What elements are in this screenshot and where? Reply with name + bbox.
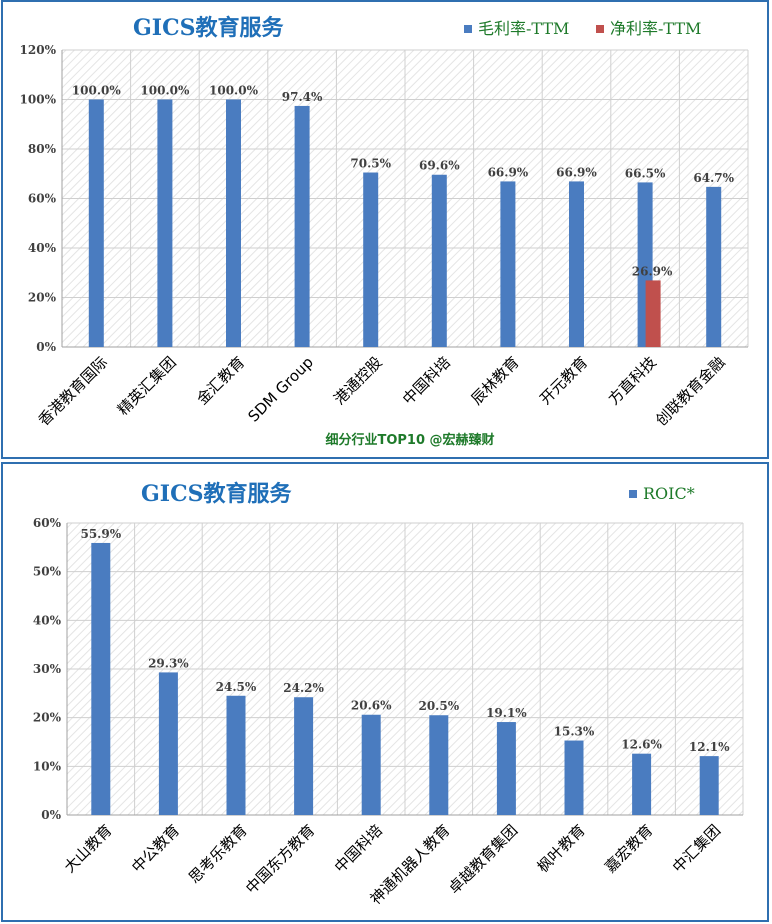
- bar: [363, 172, 379, 347]
- bar: [706, 186, 722, 347]
- bar: [226, 99, 241, 347]
- bar: [158, 672, 178, 815]
- bar: [569, 181, 584, 347]
- bar: [429, 715, 449, 815]
- legend-swatch: [464, 25, 472, 33]
- y-tick-label: 60%: [33, 516, 62, 530]
- data-label: 12.1%: [689, 740, 730, 754]
- category-label: 大山教育: [60, 821, 115, 876]
- data-label: 69.6%: [419, 159, 460, 173]
- roic-chart: 0% 10% 20% 30% 40% 50% 60% 55.9% 29.3% 24.5% 24.2%…: [33, 481, 744, 908]
- chart-panel-margins: 0% 20% 40% 60% 80% 100% 120% 100.0% 100.0% 100.0%…: [1, 0, 769, 459]
- bar: [157, 99, 173, 347]
- data-label: 100.0%: [72, 84, 122, 98]
- chart-footnote: 细分行业TOP10 @宏赫臻财: [325, 432, 494, 448]
- category-label: 创联教育金融: [652, 353, 728, 429]
- category-label: 开元教育: [536, 353, 591, 408]
- bar: [294, 105, 310, 347]
- category-label: 枫叶教育: [534, 821, 589, 876]
- bar: [645, 280, 661, 347]
- data-label: 29.3%: [148, 656, 189, 670]
- data-label: 20.6%: [351, 699, 392, 713]
- data-label: 97.4%: [282, 90, 323, 104]
- y-tick-label: 30%: [33, 662, 62, 676]
- data-label: 24.2%: [283, 681, 324, 695]
- data-label: 64.7%: [693, 171, 734, 185]
- y-tick-label: 80%: [28, 142, 57, 156]
- category-label: 精英汇集团: [114, 353, 180, 419]
- data-label: 24.5%: [216, 680, 257, 694]
- category-label: 中公教育: [128, 821, 183, 876]
- category-label: 辰林教育: [468, 353, 523, 408]
- y-tick-label: 40%: [33, 613, 62, 627]
- category-label: 中国东方教育: [242, 821, 318, 897]
- bar: [226, 695, 246, 815]
- category-label: 思考乐教育: [185, 821, 251, 887]
- bar: [564, 740, 584, 815]
- legend-label: 净利率-TTM: [610, 19, 701, 38]
- data-label: 26.9%: [632, 264, 673, 278]
- category-label: 中国科培: [331, 821, 386, 876]
- category-label: 中国科培: [399, 353, 454, 408]
- y-tick-label: 60%: [28, 192, 57, 206]
- data-label: 12.6%: [621, 738, 662, 752]
- bar: [294, 697, 314, 815]
- legend-swatch: [629, 490, 637, 498]
- margins-chart: 0% 20% 40% 60% 80% 100% 120% 100.0% 100.0% 100.0%…: [20, 15, 749, 448]
- bar: [91, 542, 111, 815]
- legend-label: ROIC*: [643, 484, 695, 503]
- y-tick-label: 100%: [20, 93, 57, 107]
- category-label: SDM Group: [244, 353, 316, 425]
- chart-title: GICS教育服务: [141, 481, 292, 507]
- y-tick-label: 10%: [33, 759, 62, 773]
- data-label: 66.9%: [556, 165, 597, 179]
- category-label: 香港教育国际: [35, 353, 111, 429]
- chart-title: GICS教育服务: [133, 15, 284, 41]
- data-label: 100.0%: [209, 84, 259, 98]
- bar: [496, 722, 516, 815]
- bar: [699, 756, 719, 815]
- data-label: 66.5%: [625, 166, 666, 180]
- data-label: 100.0%: [140, 84, 190, 98]
- y-tick-label: 0%: [41, 808, 61, 822]
- y-tick-label: 50%: [33, 565, 62, 579]
- y-tick-label: 40%: [28, 241, 57, 255]
- category-label: 嘉宏教育: [601, 821, 656, 876]
- y-tick-label: 20%: [33, 711, 62, 725]
- bar: [632, 753, 652, 815]
- bar: [431, 174, 447, 347]
- data-label: 19.1%: [486, 706, 527, 720]
- data-label: 70.5%: [350, 157, 391, 171]
- category-label: 港通控股: [330, 353, 385, 408]
- category-label: 方直科技: [605, 353, 660, 408]
- data-label: 66.9%: [488, 165, 529, 179]
- y-tick-label: 20%: [28, 291, 57, 305]
- category-label: 金汇教育: [193, 353, 248, 408]
- category-label: 卓越教育集团: [445, 821, 521, 897]
- y-tick-label: 0%: [36, 340, 56, 354]
- legend-label: 毛利率-TTM: [478, 19, 569, 38]
- y-tick-label: 120%: [20, 43, 57, 57]
- chart-panel-roic: 0% 10% 20% 30% 40% 50% 60% 55.9% 29.3% 24.5% 24.2%…: [1, 462, 769, 922]
- data-label: 55.9%: [80, 527, 121, 541]
- bar: [500, 181, 516, 347]
- data-label: 20.5%: [418, 699, 459, 713]
- bar: [88, 99, 104, 347]
- bar: [361, 714, 381, 815]
- legend-swatch: [596, 25, 604, 33]
- category-label: 中汇集团: [669, 821, 724, 876]
- data-label: 15.3%: [554, 725, 595, 739]
